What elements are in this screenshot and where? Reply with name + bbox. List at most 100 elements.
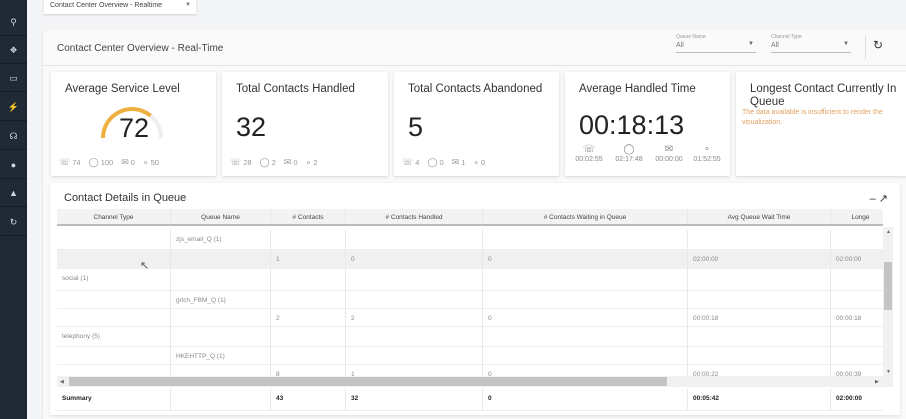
queue-name-filter[interactable]: Queue Name All ▼ xyxy=(676,34,756,53)
table-cell xyxy=(57,309,170,326)
scroll-right-icon[interactable]: ▶ xyxy=(875,379,879,385)
scroll-up-icon[interactable]: ▲ xyxy=(886,229,891,235)
stat-phone: 28 xyxy=(243,158,252,167)
table-cell: 02:00:00 xyxy=(830,250,890,268)
table-cell xyxy=(482,230,687,249)
vertical-scrollbar[interactable]: ▲ ▼ xyxy=(883,227,893,377)
scroll-down-icon[interactable]: ▼ xyxy=(886,369,891,375)
table-row: HKEHTTP_Q (1) xyxy=(57,347,883,365)
microphone-icon[interactable]: ● xyxy=(0,151,27,179)
chevron-down-icon: ▼ xyxy=(748,41,754,47)
table-cell xyxy=(687,230,830,249)
stat-social: 2 xyxy=(313,158,318,167)
table-cell: 0 xyxy=(482,365,687,382)
table-cell xyxy=(57,347,170,364)
social-icon: ∘ xyxy=(473,157,480,167)
stat-phone: ☏ 00:02:55 xyxy=(569,144,609,163)
card-stats: ☏ 4 ◯ 0 ✉ 1 ∘ 0 xyxy=(402,157,485,168)
table-cell: 2 xyxy=(270,309,345,326)
column-header[interactable]: # Contacts Handled xyxy=(345,209,482,224)
table-cell xyxy=(57,230,170,249)
horizontal-scrollbar[interactable]: ◀ ▶ xyxy=(57,376,893,387)
table-cell xyxy=(170,389,270,410)
table-cell xyxy=(830,291,890,308)
table-row: social (1) xyxy=(57,269,883,291)
table-cell xyxy=(482,269,687,290)
divider xyxy=(43,65,906,66)
table-cell: telephony (5) xyxy=(62,333,100,340)
gauge-fill xyxy=(101,107,152,139)
stat-chat: ◯ 02:17:48 xyxy=(609,144,649,163)
table-cell: 32 xyxy=(345,389,482,410)
history-icon[interactable]: ↻ xyxy=(0,208,27,236)
expand-icon[interactable]: ↗ xyxy=(878,193,888,205)
table-header: Channel Type Queue Name # Contacts # Contac… xyxy=(57,209,883,226)
card-total-contacts-handled: Total Contacts Handled 32 ☏ 28 ◯ 2 ✉ 0 ∘ 2 xyxy=(222,72,388,176)
table-cell: zjs_email_Q (1) xyxy=(170,230,270,249)
scroll-thumb[interactable] xyxy=(69,377,667,386)
column-header[interactable]: Queue Name xyxy=(170,209,270,224)
card-value: 72 xyxy=(119,113,150,143)
stat-value: 02:17:48 xyxy=(615,156,643,163)
pin-icon[interactable]: ❖ xyxy=(0,36,27,64)
table-row: grlch_FBM_Q (1) xyxy=(57,291,883,309)
column-header[interactable]: Longe xyxy=(830,209,890,224)
table-cell xyxy=(170,365,270,382)
stat-email: 0 xyxy=(130,158,135,167)
card-total-contacts-abandoned: Total Contacts Abandoned 5 ☏ 4 ◯ 0 ✉ 1 ∘ 0 xyxy=(394,72,559,176)
table-cell: 00:00:39 xyxy=(830,365,890,382)
social-icon: ∘ xyxy=(142,157,149,167)
card-value: 5 xyxy=(408,112,424,142)
table-cell xyxy=(687,347,830,364)
email-icon: ✉ xyxy=(283,157,292,167)
insufficient-data-message: The data available is insufficient to re… xyxy=(742,109,883,126)
plug-icon[interactable]: ⚡ xyxy=(0,93,27,121)
table-cell xyxy=(170,309,270,326)
table-cell xyxy=(687,291,830,308)
service-level-gauge xyxy=(101,107,163,139)
column-header[interactable]: Channel Type xyxy=(93,214,134,221)
social-icon: ∘ xyxy=(703,144,711,155)
table-cell: 1 xyxy=(270,250,345,268)
email-icon: ✉ xyxy=(121,157,129,167)
chat-icon: ◯ xyxy=(259,157,270,167)
table-row: 1 0 0 02:00:00 02:00:00 xyxy=(57,250,883,269)
headset-icon[interactable]: ☊ xyxy=(0,122,27,150)
monitor-icon[interactable]: ▭ xyxy=(0,64,27,92)
stat-email: 1 xyxy=(461,158,466,167)
table-cell xyxy=(270,291,345,308)
minimize-icon[interactable]: – xyxy=(869,193,876,205)
table-cell xyxy=(170,269,270,290)
table-cell: HKEHTTP_Q (1) xyxy=(170,347,270,364)
table-cell: Summary xyxy=(62,395,92,402)
chat-icon: ◯ xyxy=(623,144,635,155)
table-cell: 0 xyxy=(482,389,687,410)
column-header[interactable]: Avg Queue Wait Time xyxy=(687,209,830,224)
card-value: 00:18:13 xyxy=(579,110,685,140)
column-header[interactable]: # Contacts xyxy=(270,209,345,224)
phone-icon: ☏ xyxy=(582,144,596,155)
stat-email: ✉ 00:00:00 xyxy=(649,144,689,163)
scroll-left-icon[interactable]: ◀ xyxy=(60,379,64,385)
table-cell xyxy=(57,291,170,308)
scroll-thumb[interactable] xyxy=(884,262,892,310)
filter-value: All xyxy=(771,42,779,49)
table-cell xyxy=(482,347,687,364)
search-icon[interactable]: ⚲ xyxy=(0,8,27,36)
contact-details-panel: Contact Details in Queue – ↗ Channel Typ… xyxy=(50,183,900,415)
dashboard-select[interactable]: Contact Center Overview - Realtime ▼ xyxy=(44,0,196,14)
column-header[interactable]: # Contacts Waiting in Queue xyxy=(482,209,687,224)
summary-row: Summary 43 32 0 00:05:42 02:00:00 xyxy=(57,389,883,411)
card-longest-contact: Longest Contact Currently In Queue The d… xyxy=(736,72,906,176)
stat-phone: 4 xyxy=(415,158,420,167)
phone-icon: ☏ xyxy=(402,157,414,167)
refresh-icon[interactable]: ↻ xyxy=(873,38,884,52)
table-cell: 43 xyxy=(270,389,345,410)
speaker-icon[interactable]: ▲ xyxy=(0,179,27,207)
card-title: Total Contacts Handled xyxy=(236,83,355,95)
chevron-down-icon: ▼ xyxy=(843,41,849,47)
table-cell xyxy=(687,269,830,290)
phone-icon: ☏ xyxy=(230,157,242,167)
channel-type-filter[interactable]: Channel Type All ▼ xyxy=(771,34,851,53)
stat-value: 00:02:55 xyxy=(575,156,603,163)
